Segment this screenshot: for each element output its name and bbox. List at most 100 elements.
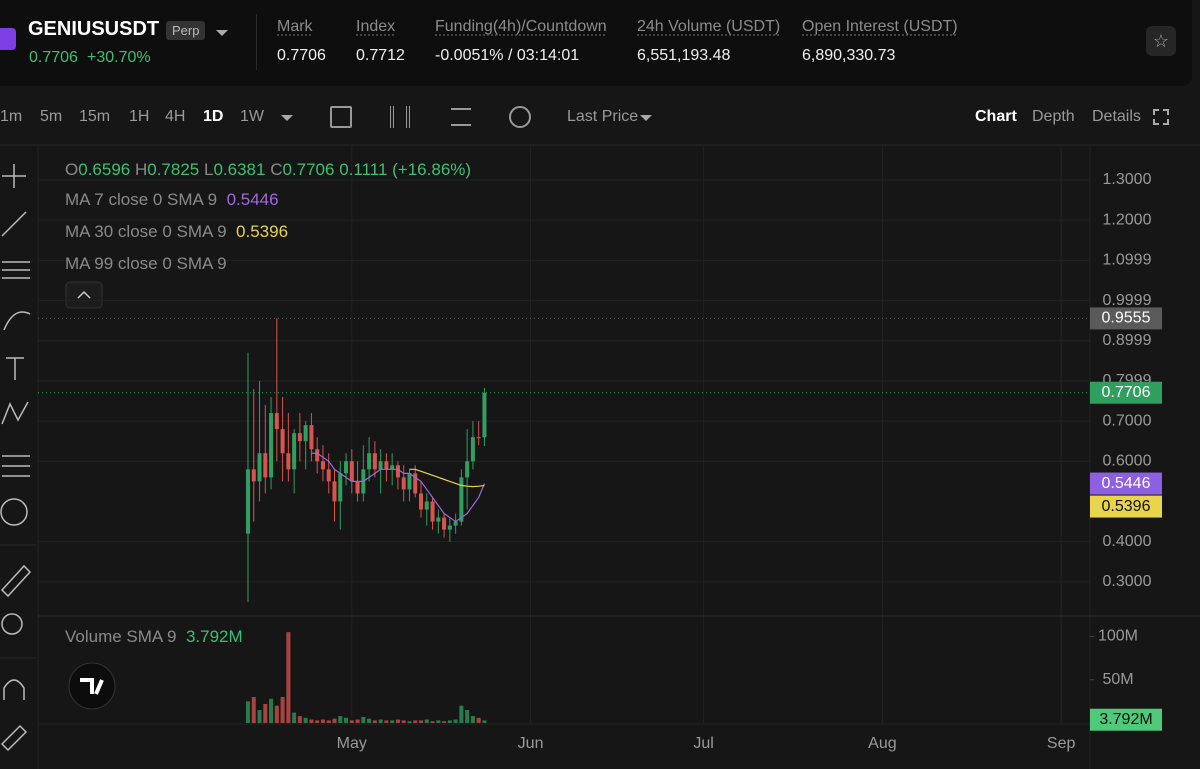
ma-value: 0.5446 [226, 190, 279, 209]
stat-value: -0.0051% / 03:14:01 [435, 47, 580, 64]
settings-button[interactable] [509, 106, 531, 128]
volume-bar [418, 720, 424, 723]
symbol[interactable]: GENIUSUSDT [28, 18, 160, 40]
volume-legend: Volume SMA 9 3.792M [65, 627, 243, 647]
volume-bar [442, 721, 447, 723]
x-tick-label: Sep [1047, 735, 1076, 752]
candle-body [384, 461, 389, 470]
candle-body [470, 437, 475, 462]
collapse-icon [77, 290, 91, 299]
dropdown-icon[interactable] [281, 115, 293, 121]
price-type[interactable]: Last Price [567, 108, 639, 125]
interval[interactable]: 5m [40, 108, 63, 125]
crosshair-tool[interactable] [2, 164, 26, 188]
price-tag [1090, 495, 1162, 518]
y-tick-label: 0.8999 [1103, 332, 1152, 349]
candle-type-button[interactable] [390, 106, 410, 128]
ohlc-label: L [203, 160, 214, 179]
interval[interactable]: 4H [165, 108, 186, 125]
volume-bar [320, 719, 325, 723]
candle-body [442, 517, 447, 530]
ohlc-value: 0.7706 [282, 160, 335, 179]
interval-active[interactable]: 1D [203, 108, 224, 125]
dropdown-icon[interactable] [640, 115, 652, 121]
candle-body [274, 413, 279, 430]
volume-bar [384, 720, 389, 723]
candle-body [320, 461, 325, 470]
y-tick-label: 0.7000 [1103, 412, 1152, 429]
candle-body [482, 392, 487, 438]
candle-body [436, 517, 441, 522]
price-tag [1090, 472, 1162, 495]
volume-bar [465, 710, 470, 723]
candle-body [430, 501, 435, 522]
volume-bar [297, 716, 302, 723]
favorite-button[interactable]: ☆ [1146, 26, 1176, 56]
volume-bar [401, 720, 406, 723]
ruler-tool[interactable] [0, 564, 32, 598]
ma-value: 0.5396 [236, 222, 289, 241]
lock-tool[interactable] [0, 724, 28, 752]
y-tick-label: 0.6000 [1103, 453, 1152, 470]
candle-body [407, 473, 412, 490]
volume-tag-label: 3.792M [1099, 711, 1152, 728]
price-tag [1090, 307, 1162, 330]
indicator-button[interactable] [330, 106, 352, 128]
volume-bar [372, 720, 377, 723]
fullscreen-button[interactable] [1153, 109, 1169, 125]
stat-value: 0.7712 [356, 47, 405, 64]
pattern-tool[interactable] [1, 401, 29, 425]
tab-active[interactable]: Chart [975, 108, 1017, 125]
volume-bar [315, 720, 320, 723]
line-tool[interactable] [1, 211, 27, 237]
candle-body [401, 477, 406, 490]
logo-mark [80, 678, 104, 695]
divider [256, 14, 257, 70]
volume-bar [470, 716, 475, 723]
stat-value: 6,890,330.73 [802, 47, 896, 64]
ohlc-value: 0.6381 [213, 160, 266, 179]
interval[interactable]: 1m [0, 108, 23, 125]
candle-body [453, 521, 458, 526]
prediction-tool[interactable] [2, 455, 30, 477]
price-change: +30.70% [87, 49, 151, 66]
stat-value: 6,551,193.48 [637, 47, 731, 64]
y-tick-label: 0.9999 [1103, 292, 1152, 309]
volume-bar [309, 719, 314, 723]
volume-bar [407, 721, 412, 723]
volume-bar [355, 719, 360, 723]
coin-icon [0, 28, 16, 50]
fib-tool[interactable] [2, 261, 30, 279]
zoom-tool[interactable] [1, 613, 23, 635]
candle-body [263, 453, 268, 478]
interval[interactable]: 1H [129, 108, 150, 125]
volume-bar [447, 720, 452, 723]
candle-body [257, 453, 262, 482]
emoji-tool[interactable] [0, 498, 28, 526]
volume-label: Volume SMA 9 [65, 627, 177, 646]
collapse-button[interactable] [65, 281, 103, 309]
drawing-tools[interactable] [0, 164, 32, 752]
dropdown-icon[interactable] [216, 30, 228, 36]
candle-body [459, 477, 464, 522]
list-button[interactable] [451, 108, 471, 126]
grid [38, 145, 1090, 723]
candle-body [286, 453, 291, 470]
tab[interactable]: Depth [1032, 108, 1075, 125]
candle-body [303, 425, 308, 442]
volume-bar [257, 710, 262, 723]
volume-bar [286, 632, 291, 723]
tab[interactable]: Details [1092, 108, 1141, 125]
x-tick-label: Jul [693, 735, 713, 752]
volume-bar [280, 697, 285, 723]
magnet-tool[interactable] [3, 679, 25, 700]
volume-bar [251, 697, 256, 723]
interval[interactable]: 15m [79, 108, 111, 125]
brush-tool[interactable] [3, 311, 31, 331]
volume-bar [378, 719, 383, 723]
ohlc-value: 0.7825 [147, 160, 200, 179]
text-tool[interactable] [6, 357, 24, 380]
candle-body [372, 453, 377, 470]
interval[interactable]: 1W [240, 108, 264, 125]
